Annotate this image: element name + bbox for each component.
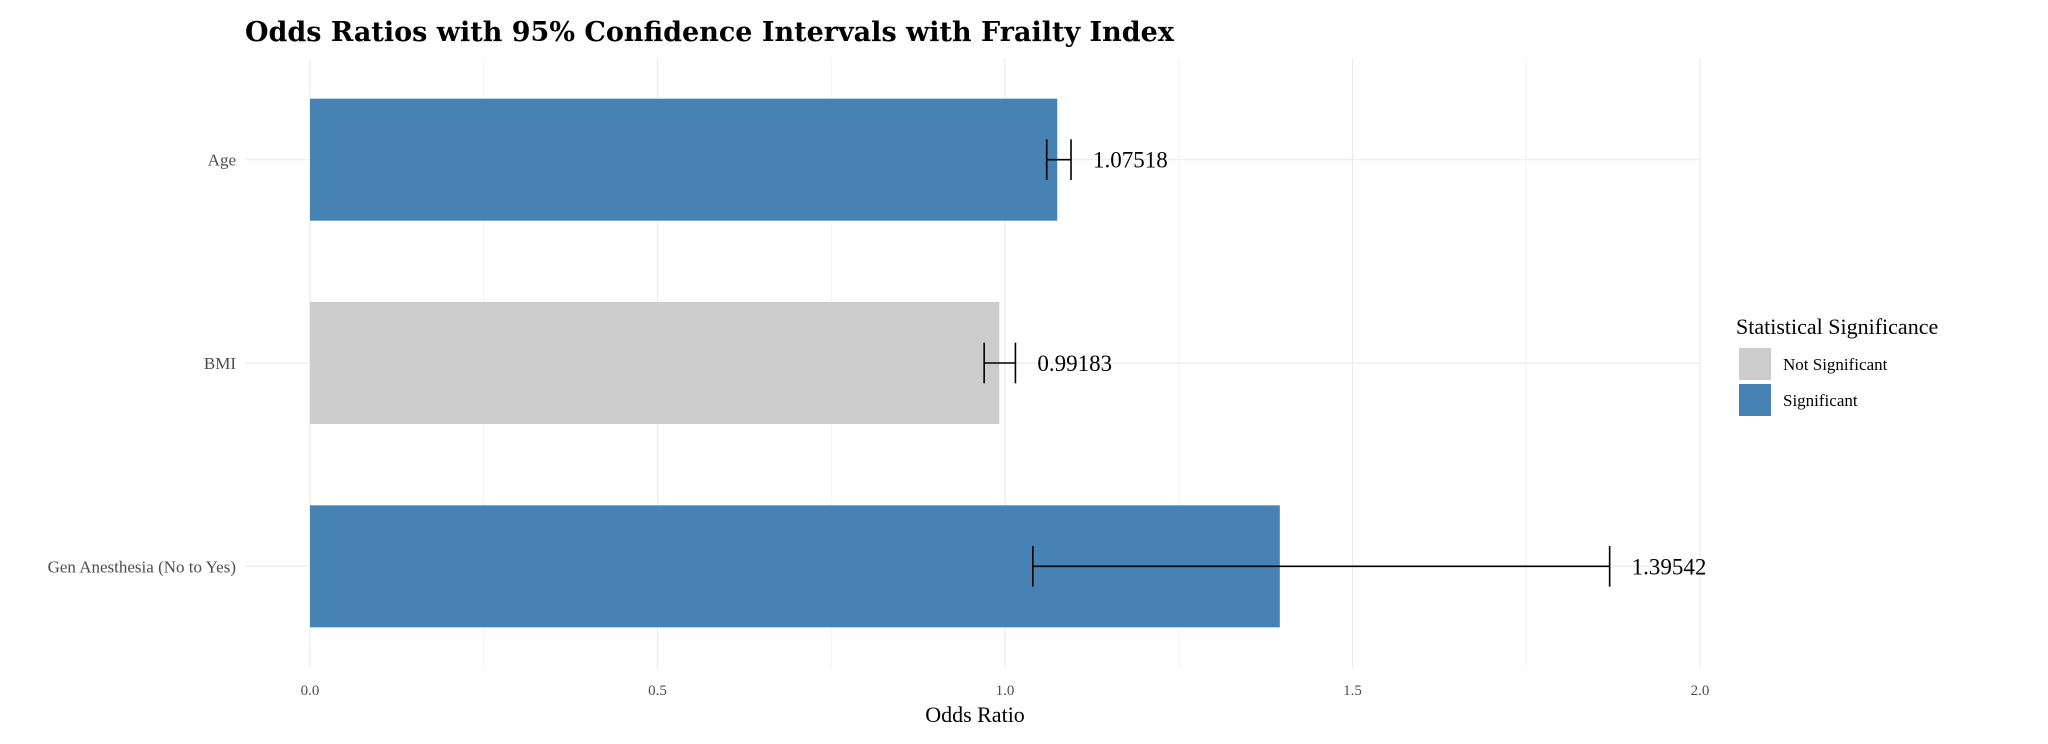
x-axis-title: Odds Ratio — [925, 702, 1025, 727]
legend-title: Statistical Significance — [1736, 314, 1938, 339]
legend: Statistical Significance Not Significant… — [1736, 314, 1938, 416]
x-tick-label: 0.5 — [648, 683, 667, 699]
value-label: 0.99183 — [1037, 351, 1112, 376]
x-tick-label: 2.0 — [1691, 683, 1710, 699]
x-tick-label: 1.0 — [996, 683, 1015, 699]
value-labels: 1.07518 0.99183 1.39542 — [1037, 148, 1706, 580]
x-tick-label: 0.0 — [301, 683, 320, 699]
category-label: Age — [208, 151, 236, 170]
legend-swatch — [1739, 348, 1771, 380]
category-label: Gen Anesthesia (No to Yes) — [48, 557, 236, 576]
legend-label: Significant — [1783, 391, 1858, 410]
x-tick-labels: 0.0 0.5 1.0 1.5 2.0 — [301, 683, 1710, 699]
legend-swatch — [1739, 384, 1771, 416]
legend-items: Not Significant Significant — [1739, 348, 1888, 416]
value-label: 1.39542 — [1632, 554, 1707, 579]
chart-title: Odds Ratios with 95% Confidence Interval… — [245, 17, 1175, 48]
category-labels: Age BMI Gen Anesthesia (No to Yes) — [48, 151, 237, 577]
bar — [310, 302, 1000, 424]
category-label: BMI — [204, 354, 236, 373]
x-tick-label: 1.5 — [1343, 683, 1362, 699]
legend-label: Not Significant — [1783, 355, 1888, 374]
bars — [310, 98, 1280, 628]
bar — [310, 98, 1058, 221]
error-bars — [983, 139, 1611, 587]
value-label: 1.07518 — [1093, 148, 1168, 173]
